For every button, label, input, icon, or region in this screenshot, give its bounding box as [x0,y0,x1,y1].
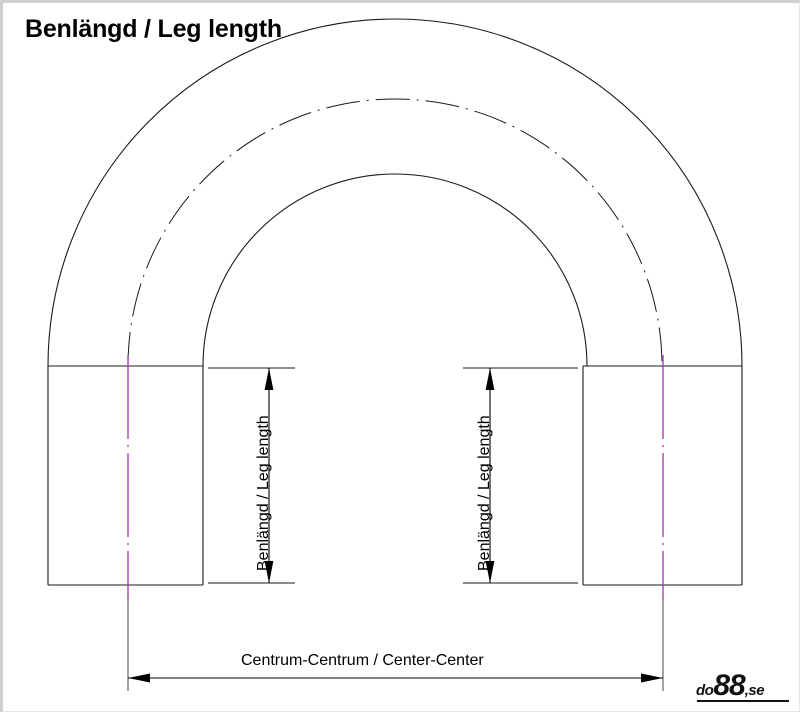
left-leg-length-arrowhead-top [264,368,274,390]
page-title: Benlängd / Leg length [25,15,282,43]
logo-prefix: do [696,682,714,699]
right-leg-length-dimension-label: Benlängd / Leg length [476,415,493,571]
centerline-bend-arc [127,98,663,367]
technical-drawing-svg [47,18,743,691]
center-center-arrowhead-left [128,673,150,683]
center-center-dimension-label: Centrum-Centrum / Center-Center [241,652,484,669]
do88-logo: do88,se [696,671,792,705]
logo-underline [697,700,789,702]
logo-suffix: ,se [744,682,765,699]
right-leg-length-arrowhead-top [485,368,495,390]
outer-bend-arc [47,18,743,367]
inner-bend-arc [202,173,588,367]
left-leg-length-dimension-label: Benlängd / Leg length [255,415,272,571]
logo-number: 88 [713,669,745,702]
center-center-arrowhead-right [641,673,663,683]
left-leg-length-arrowhead-bottom [264,561,274,583]
right-leg-length-arrowhead-bottom [485,561,495,583]
